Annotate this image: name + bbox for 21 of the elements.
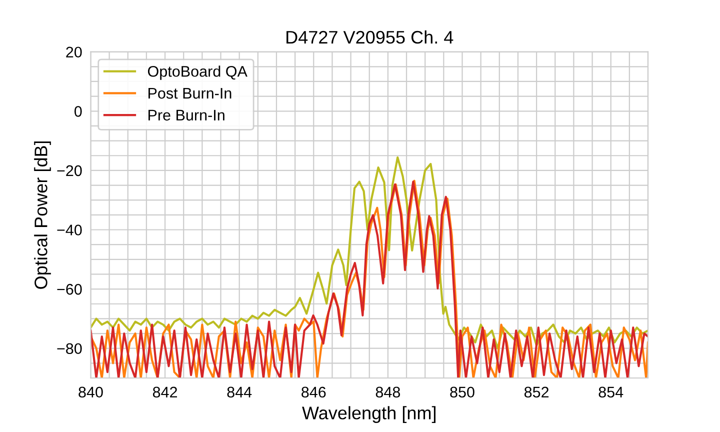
- x-tick-label: 850: [450, 386, 474, 398]
- y-tick-label: 0: [74, 106, 82, 117]
- y-tick-label: −40: [57, 224, 82, 236]
- x-axis-title: Wavelength [nm]: [302, 406, 436, 423]
- x-tick-label: 844: [227, 386, 252, 398]
- y-tick-label: −20: [57, 165, 82, 176]
- x-tick-label: 854: [598, 386, 624, 398]
- x-tick-label: 842: [152, 386, 178, 398]
- x-tick-label: 852: [524, 386, 549, 398]
- y-tick-label: 20: [66, 46, 82, 58]
- legend-label: Pre Burn-In: [148, 110, 224, 121]
- line-series: [90, 156, 648, 350]
- y-axis-title: Optical Power [dB]: [34, 141, 51, 289]
- x-tick-label: 840: [78, 386, 103, 398]
- x-tick-label: 848: [376, 386, 400, 398]
- x-tick-label: 846: [302, 386, 326, 398]
- legend-label: Post Burn-In: [148, 88, 232, 99]
- chart-title: D4727 V20955 Ch. 4: [286, 30, 454, 44]
- legend-label: OptoBoard QA: [148, 66, 248, 80]
- y-tick-label: −80: [57, 343, 82, 354]
- y-tick-label: −60: [57, 284, 82, 295]
